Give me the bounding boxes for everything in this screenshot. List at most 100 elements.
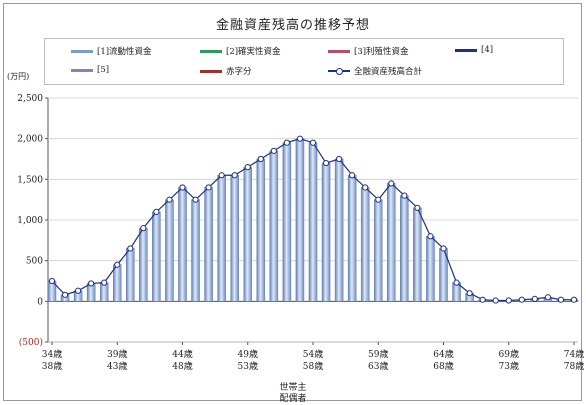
- total-point: [492, 297, 499, 304]
- bar: [426, 236, 435, 302]
- total-point: [401, 192, 408, 199]
- total-point: [349, 172, 356, 179]
- total-point: [322, 159, 330, 167]
- total-point: [309, 139, 317, 146]
- x-tick-label-spouse: 48歳: [172, 360, 192, 372]
- total-point: [257, 155, 264, 163]
- x-tick-label-head: 64歳: [433, 348, 453, 360]
- total-point: [375, 196, 382, 203]
- legend-item-4: [4]: [455, 45, 493, 55]
- bar: [360, 187, 370, 302]
- total-point: [531, 295, 538, 302]
- bar: [191, 199, 200, 302]
- x-axis-title-head: 世帯主: [279, 383, 307, 393]
- total-point: [270, 147, 277, 154]
- legend-item-5: [5]: [71, 65, 109, 75]
- y-tick-label: 2,000: [17, 135, 43, 145]
- total-point: [127, 245, 134, 252]
- x-tick-label-spouse: 68歳: [433, 360, 453, 372]
- x-tick-label-head: 74歳: [564, 348, 584, 360]
- x-tick-label-head: 59歳: [368, 348, 388, 360]
- x-tick-label-spouse: 63歳: [368, 360, 388, 372]
- bar: [413, 207, 422, 302]
- total-point: [440, 245, 447, 252]
- legend-label-3: [3]利殖性資金: [354, 47, 409, 57]
- total-point: [88, 280, 95, 287]
- x-tick-label-spouse: 43歳: [107, 360, 127, 372]
- bar: [139, 227, 148, 302]
- bar: [334, 158, 344, 302]
- legend-label-6: 赤字分: [226, 67, 252, 77]
- bar: [269, 150, 279, 302]
- y-axis-unit: (万円): [7, 72, 30, 81]
- total-point: [518, 296, 525, 303]
- legend-swatch-1: [71, 49, 93, 53]
- total-point: [453, 279, 460, 286]
- legend-swatch-4: [455, 48, 477, 52]
- bar: [217, 175, 226, 302]
- legend-label-5: [5]: [97, 65, 110, 75]
- legend-item-3: [3]利殖性資金: [328, 45, 409, 57]
- total-point: [570, 296, 578, 303]
- total-point: [544, 294, 552, 301]
- y-tick-label: 1,500: [17, 175, 43, 185]
- bar: [347, 175, 357, 302]
- legend-item-6: 赤字分: [200, 65, 252, 77]
- legend-swatch-3: [328, 49, 350, 53]
- bar: [321, 162, 331, 302]
- bar: [152, 211, 161, 302]
- total-point: [388, 180, 395, 187]
- legend-item-7: 全融資産残高合計: [328, 65, 422, 77]
- total-point: [75, 287, 82, 294]
- bar: [165, 199, 174, 302]
- total-point: [336, 155, 343, 163]
- legend-swatch-6: [200, 69, 222, 73]
- legend-swatch-2: [200, 49, 222, 53]
- bar: [178, 187, 187, 302]
- legend-label-1: [1]流動性資金: [97, 47, 152, 57]
- x-tick-label-head: 69歳: [499, 348, 519, 360]
- x-tick-label-head: 54歳: [303, 348, 323, 360]
- x-tick-label-spouse: 38歳: [42, 360, 62, 372]
- total-point: [557, 296, 565, 303]
- x-axis-title-spouse: 配偶者: [279, 394, 307, 404]
- total-point: [48, 277, 56, 285]
- total-point: [192, 196, 199, 203]
- total-point: [427, 233, 434, 240]
- y-tick-label: 2,500: [17, 94, 43, 104]
- y-tick-label: 500: [26, 257, 43, 267]
- bar: [400, 195, 409, 302]
- bar: [126, 248, 135, 302]
- total-point: [166, 196, 173, 203]
- bar: [204, 187, 213, 302]
- total-point: [244, 164, 251, 171]
- y-tick-label: (500): [19, 337, 43, 348]
- total-point: [231, 172, 238, 179]
- legend: [1]流動性資金 [2]確実性資金 [3]利殖性資金 [4] [5] 赤字分 全…: [44, 38, 564, 85]
- legend-label-7: 全融資産残高合計: [354, 67, 423, 77]
- x-tick-label-head: 34歳: [42, 348, 62, 360]
- total-point: [362, 184, 369, 191]
- total-point: [179, 184, 186, 191]
- x-tick-label-head: 49歳: [238, 348, 258, 360]
- x-tick-label-head: 39歳: [107, 348, 127, 360]
- x-tick-label-spouse: 73歳: [499, 360, 519, 372]
- bar: [282, 142, 292, 302]
- bar: [256, 158, 266, 302]
- total-point: [479, 296, 486, 303]
- total-point: [414, 204, 421, 211]
- legend-swatch-5: [71, 68, 93, 72]
- total-point: [114, 261, 121, 268]
- bar: [308, 142, 318, 302]
- total-point: [466, 290, 473, 297]
- legend-label-2: [2]確実性資金: [226, 47, 281, 57]
- total-point: [140, 225, 147, 232]
- y-tick-label: 1,000: [17, 216, 43, 226]
- x-tick-label-spouse: 78歳: [564, 360, 584, 372]
- total-point: [153, 208, 160, 215]
- total-point: [283, 139, 290, 146]
- bar: [243, 166, 252, 302]
- total-point: [101, 279, 108, 286]
- x-tick-label-spouse: 58歳: [303, 360, 323, 372]
